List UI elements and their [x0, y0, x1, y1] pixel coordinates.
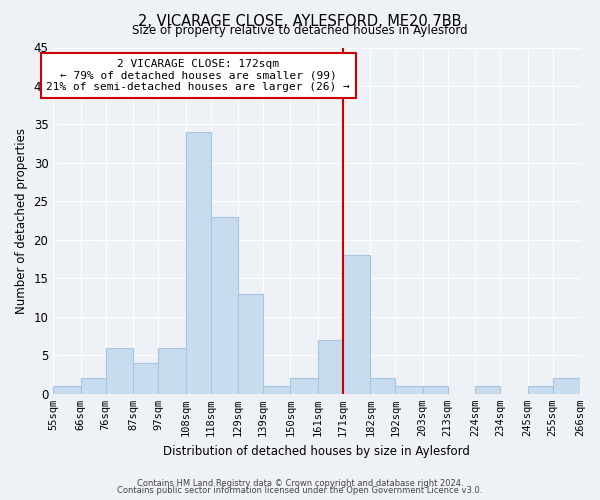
Bar — [527, 386, 553, 394]
Bar — [185, 132, 211, 394]
Text: Contains public sector information licensed under the Open Government Licence v3: Contains public sector information licen… — [118, 486, 482, 495]
Text: 2 VICARAGE CLOSE: 172sqm
← 79% of detached houses are smaller (99)
21% of semi-d: 2 VICARAGE CLOSE: 172sqm ← 79% of detach… — [46, 59, 350, 92]
Bar — [81, 378, 106, 394]
Text: Contains HM Land Registry data © Crown copyright and database right 2024.: Contains HM Land Registry data © Crown c… — [137, 478, 463, 488]
Bar — [423, 386, 448, 394]
Bar — [318, 340, 343, 394]
X-axis label: Distribution of detached houses by size in Aylesford: Distribution of detached houses by size … — [163, 444, 470, 458]
Text: 2, VICARAGE CLOSE, AYLESFORD, ME20 7BB: 2, VICARAGE CLOSE, AYLESFORD, ME20 7BB — [138, 14, 462, 29]
Bar — [370, 378, 395, 394]
Bar — [53, 386, 81, 394]
Bar — [158, 348, 185, 394]
Bar — [211, 217, 238, 394]
Bar — [263, 386, 290, 394]
Bar — [238, 294, 263, 394]
Bar — [553, 378, 580, 394]
Bar — [106, 348, 133, 394]
Bar — [475, 386, 500, 394]
Bar — [133, 363, 158, 394]
Y-axis label: Number of detached properties: Number of detached properties — [15, 128, 28, 314]
Text: Size of property relative to detached houses in Aylesford: Size of property relative to detached ho… — [132, 24, 468, 37]
Bar — [395, 386, 423, 394]
Bar — [290, 378, 318, 394]
Bar — [343, 256, 370, 394]
